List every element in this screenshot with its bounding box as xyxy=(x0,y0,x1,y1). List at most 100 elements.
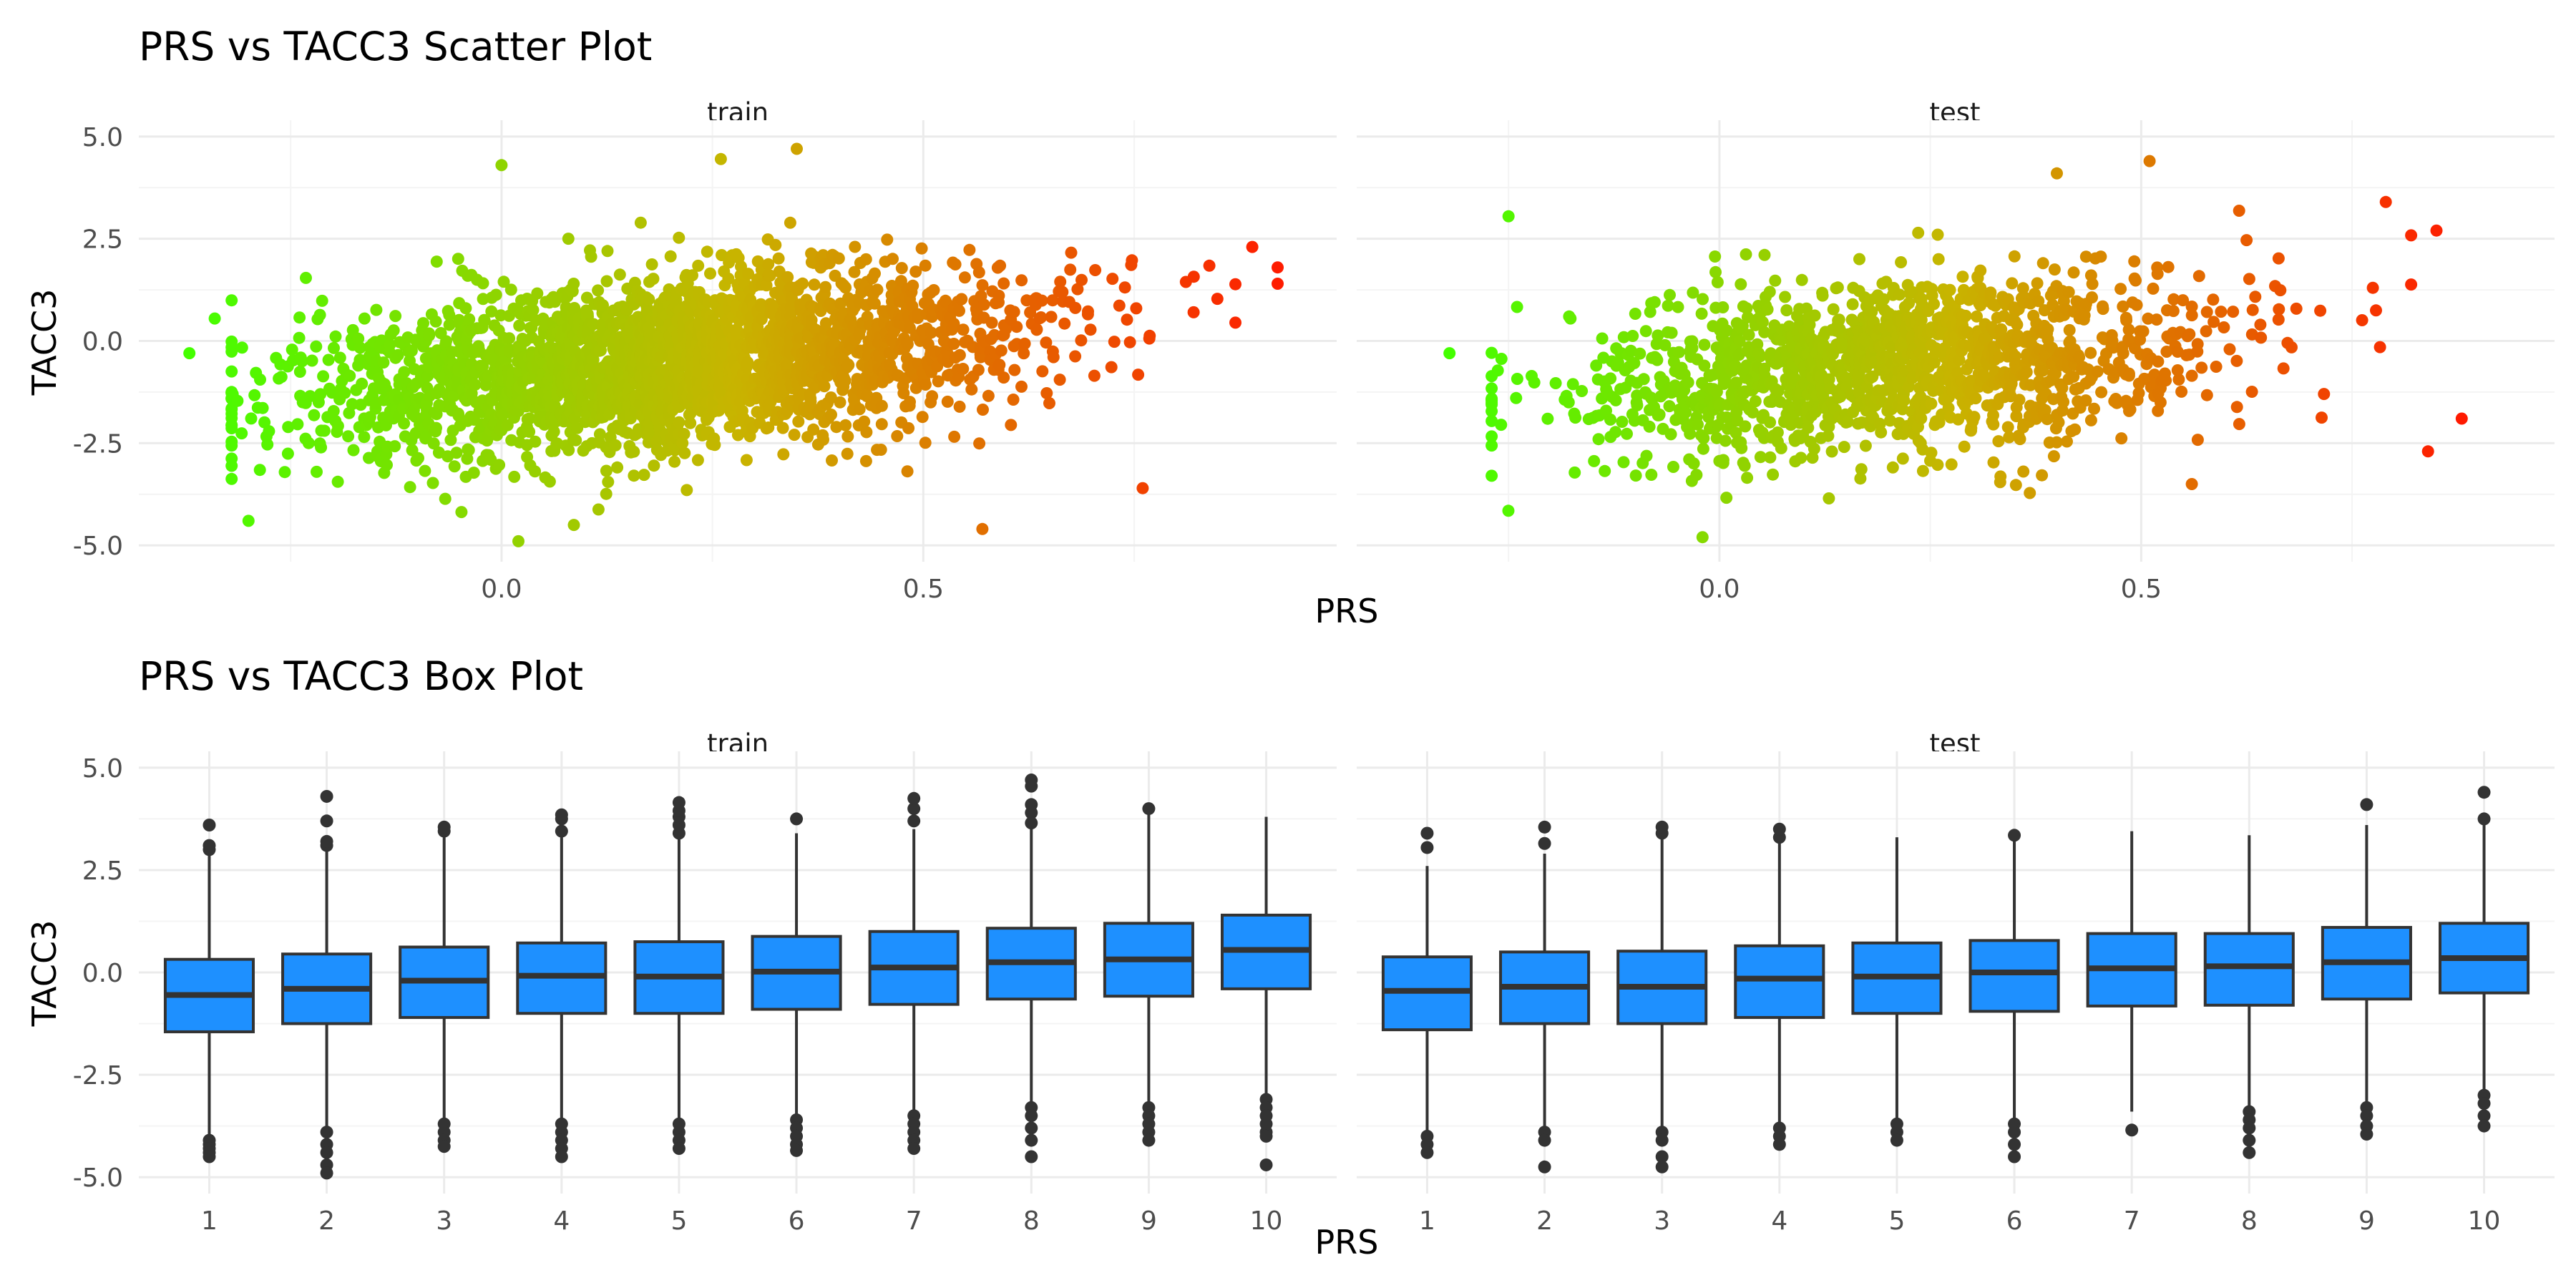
x-tick-label: 4 xyxy=(553,1206,570,1236)
scatter-point xyxy=(830,421,843,434)
scatter-point xyxy=(1984,286,1997,299)
scatter-point xyxy=(957,363,970,375)
scatter-point xyxy=(1735,278,1747,291)
scatter-point xyxy=(947,338,960,350)
scatter-point xyxy=(1088,369,1101,382)
scatter-point xyxy=(479,379,492,391)
scatter-point xyxy=(988,328,1001,341)
scatter-point xyxy=(1739,420,1752,433)
scatter-point xyxy=(485,305,498,318)
scatter-point xyxy=(2274,284,2287,297)
scatter-point xyxy=(263,425,275,438)
scatter-point xyxy=(2200,306,2213,318)
scatter-point xyxy=(1764,451,1777,464)
scatter-point xyxy=(839,374,852,387)
box-body xyxy=(2203,932,2295,1007)
scatter-point xyxy=(2316,411,2328,424)
scatter-point xyxy=(1640,449,1653,462)
scatter-point xyxy=(2290,302,2303,315)
scatter-point xyxy=(2185,301,2198,313)
scatter-point xyxy=(503,332,516,345)
scatter-point xyxy=(2031,277,2044,290)
scatter-point xyxy=(512,535,525,547)
x-tick-label: 9 xyxy=(2358,1206,2375,1236)
scatter-point xyxy=(858,415,871,428)
scatter-point xyxy=(1005,419,1018,431)
scatter-point xyxy=(1898,394,1911,407)
scatter-point xyxy=(1604,413,1616,426)
scatter-point xyxy=(2008,250,2021,263)
scatter-point xyxy=(1838,441,1850,454)
box-outlier xyxy=(907,1142,921,1156)
scatter-point xyxy=(1740,248,1752,260)
x-tick-label: 5 xyxy=(670,1206,687,1236)
scatter-point xyxy=(1609,426,1622,439)
scatter-point xyxy=(426,477,439,489)
box-y-axis-title: TACC3 xyxy=(25,920,64,1028)
scatter-point xyxy=(1113,299,1126,312)
scatter-point xyxy=(2047,450,2060,463)
scatter-point xyxy=(404,481,416,494)
scatter-point xyxy=(338,386,351,399)
scatter-point xyxy=(1825,445,1838,458)
box-outlier xyxy=(2360,1109,2373,1123)
scatter-point xyxy=(315,441,328,454)
scatter-point xyxy=(1000,323,1013,336)
x-tick-label: 6 xyxy=(2006,1206,2023,1236)
scatter-point xyxy=(1187,306,1200,318)
scatter-point xyxy=(1502,504,1515,517)
scatter-point xyxy=(1823,373,1835,386)
x-tick-label: 0.0 xyxy=(481,575,522,604)
scatter-point xyxy=(183,347,196,360)
scatter-point xyxy=(1485,414,1498,427)
scatter-point xyxy=(2003,431,2016,444)
scatter-point xyxy=(1895,256,1908,268)
scatter-point xyxy=(2167,305,2180,318)
scatter-point xyxy=(242,514,255,527)
scatter-point xyxy=(2207,293,2220,306)
scatter-point xyxy=(1631,399,1644,411)
scatter-point xyxy=(742,268,755,280)
scatter-point xyxy=(2062,286,2075,298)
scatter-point xyxy=(318,424,331,437)
scatter-point xyxy=(895,262,908,275)
scatter-point xyxy=(1590,359,1603,372)
scatter-point xyxy=(1807,442,1820,455)
scatter-point xyxy=(2272,313,2285,326)
scatter-point xyxy=(356,377,369,390)
box-outlier xyxy=(203,1150,216,1163)
scatter-point xyxy=(792,415,805,428)
scatter-point xyxy=(389,440,401,453)
scatter-point xyxy=(1106,273,1119,286)
scatter-point xyxy=(1648,296,1661,308)
scatter-point xyxy=(1860,334,1873,347)
scatter-point xyxy=(1886,461,1899,474)
scatter-point xyxy=(1645,469,1658,481)
scatter-point xyxy=(1992,435,2005,448)
scatter-point xyxy=(1673,346,1685,358)
scatter-point xyxy=(1672,301,1684,313)
scatter-point xyxy=(902,421,915,434)
scatter-point xyxy=(562,233,575,245)
scatter-point xyxy=(1187,270,1200,283)
scatter-point xyxy=(2069,423,2082,436)
scatter-point xyxy=(953,304,965,317)
scatter-point xyxy=(1958,440,1971,453)
scatter-point xyxy=(447,389,460,402)
box-outlier xyxy=(555,808,568,821)
scatter-point xyxy=(2006,277,2019,290)
box-outlier xyxy=(1420,1146,1434,1159)
x-tick-label: 6 xyxy=(789,1206,805,1236)
scatter-point xyxy=(2177,294,2190,307)
scatter-point xyxy=(708,439,721,452)
scatter-point xyxy=(387,324,400,337)
box-panel-test: 1 2 3 4 5 6 7 8 9 10 xyxy=(1357,751,2555,1236)
scatter-point xyxy=(370,303,383,316)
scatter-point xyxy=(2167,293,2180,306)
box-body xyxy=(1968,939,2060,1013)
scatter-point xyxy=(2366,281,2379,294)
scatter-point xyxy=(740,454,753,467)
x-tick-label: 9 xyxy=(1141,1206,1157,1236)
scatter-point xyxy=(2370,304,2382,317)
scatter-point xyxy=(1974,264,1987,277)
